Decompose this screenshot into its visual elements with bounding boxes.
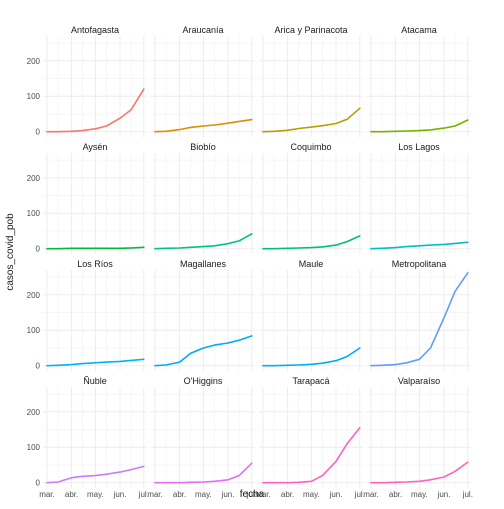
y-tick-label: 100 bbox=[27, 326, 41, 335]
x-axis-title: fecha bbox=[240, 489, 265, 500]
x-tick-label: mar. bbox=[147, 490, 163, 499]
x-tick-label: jun. bbox=[221, 490, 235, 499]
facet-label: Magallanes bbox=[180, 259, 227, 269]
facet-label: Antofagasta bbox=[71, 25, 119, 35]
y-tick-label: 200 bbox=[27, 408, 41, 417]
y-tick-label: 0 bbox=[36, 128, 41, 137]
x-tick-label: mar. bbox=[363, 490, 379, 499]
x-tick-label: jul. bbox=[462, 490, 473, 499]
x-tick-label: may. bbox=[303, 490, 320, 499]
facet-label: Aysén bbox=[83, 142, 108, 152]
series-line bbox=[46, 246, 145, 250]
x-tick-label: jul. bbox=[246, 490, 257, 499]
x-tick-label: may. bbox=[195, 490, 212, 499]
y-tick-label: 0 bbox=[36, 362, 41, 371]
series-line bbox=[46, 88, 145, 133]
x-tick-label: abr. bbox=[65, 490, 78, 499]
facet-label: Los Ríos bbox=[77, 259, 113, 269]
series-line bbox=[46, 358, 145, 367]
x-tick-label: abr. bbox=[389, 490, 402, 499]
series-line bbox=[154, 233, 253, 250]
y-tick-label: 200 bbox=[27, 291, 41, 300]
y-tick-label: 200 bbox=[27, 57, 41, 66]
y-axis-title: casos_covid_pob bbox=[5, 213, 16, 291]
series-line bbox=[262, 235, 361, 250]
facet-label: Coquimbo bbox=[290, 142, 331, 152]
y-tick-label: 200 bbox=[27, 174, 41, 183]
facet-label: Arica y Parinacota bbox=[274, 25, 347, 35]
x-tick-label: jun. bbox=[437, 490, 451, 499]
x-tick-label: may. bbox=[87, 490, 104, 499]
series-line bbox=[262, 426, 361, 484]
facet-label: Atacama bbox=[401, 25, 437, 35]
facet-label: Ñuble bbox=[83, 376, 107, 386]
series-line bbox=[370, 241, 469, 250]
y-tick-label: 0 bbox=[36, 479, 41, 488]
facet-label: Araucanía bbox=[182, 25, 223, 35]
y-tick-label: 100 bbox=[27, 443, 41, 452]
facet-label: Valparaíso bbox=[398, 376, 440, 386]
y-tick-label: 100 bbox=[27, 209, 41, 218]
series-line bbox=[154, 118, 253, 133]
x-tick-label: jun. bbox=[113, 490, 127, 499]
series-line bbox=[370, 271, 469, 367]
x-tick-label: abr. bbox=[281, 490, 294, 499]
series-line bbox=[370, 119, 469, 133]
facet-label: Maule bbox=[299, 259, 324, 269]
series-line bbox=[262, 107, 361, 133]
y-tick-label: 100 bbox=[27, 92, 41, 101]
facet-label: Metropolitana bbox=[392, 259, 447, 269]
series-line bbox=[154, 335, 253, 367]
facet-label: Biobío bbox=[190, 142, 216, 152]
facet-label: O'Higgins bbox=[184, 376, 223, 386]
facet-label: Los Lagos bbox=[398, 142, 440, 152]
series-line bbox=[370, 461, 469, 484]
y-tick-label: 0 bbox=[36, 245, 41, 254]
x-tick-label: jun. bbox=[329, 490, 343, 499]
facet-label: Tarapacá bbox=[292, 376, 329, 386]
x-tick-label: abr. bbox=[173, 490, 186, 499]
x-tick-label: may. bbox=[411, 490, 428, 499]
series-line bbox=[262, 347, 361, 367]
x-tick-label: jul. bbox=[354, 490, 365, 499]
x-tick-label: mar. bbox=[39, 490, 55, 499]
x-tick-label: mar. bbox=[255, 490, 271, 499]
x-tick-label: jul. bbox=[138, 490, 149, 499]
series-line bbox=[46, 465, 145, 484]
series-line bbox=[154, 462, 253, 484]
